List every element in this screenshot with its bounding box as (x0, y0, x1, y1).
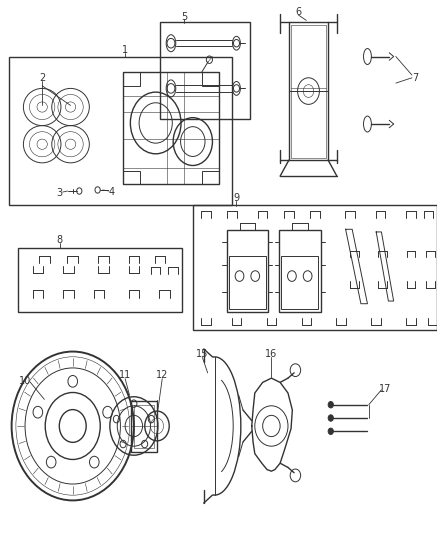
Circle shape (328, 428, 333, 434)
Bar (123, 171, 141, 184)
Bar (160, 22, 250, 119)
Bar (229, 256, 266, 309)
Text: 5: 5 (181, 12, 187, 22)
Text: 11: 11 (119, 370, 131, 381)
Bar (201, 72, 219, 86)
Bar (131, 401, 157, 451)
Text: 1: 1 (122, 45, 128, 54)
Bar (123, 72, 219, 184)
Text: 15: 15 (196, 349, 208, 359)
Text: 4: 4 (109, 187, 115, 197)
Bar (281, 256, 318, 309)
Bar (10, 56, 232, 205)
Text: 10: 10 (18, 376, 31, 386)
Text: 17: 17 (379, 384, 391, 394)
Bar (201, 171, 219, 184)
Text: 3: 3 (57, 188, 63, 198)
Text: 16: 16 (265, 349, 278, 359)
Text: 7: 7 (412, 73, 419, 83)
Circle shape (328, 415, 333, 421)
Text: 9: 9 (233, 193, 240, 204)
Text: 2: 2 (39, 73, 45, 83)
Bar (279, 230, 321, 312)
Bar (123, 72, 141, 86)
Text: 6: 6 (295, 7, 301, 18)
Bar (18, 248, 182, 312)
Bar (134, 405, 153, 448)
Bar (226, 230, 268, 312)
Circle shape (328, 401, 333, 408)
Text: 12: 12 (156, 370, 169, 381)
Bar (193, 205, 437, 330)
Text: 8: 8 (57, 235, 63, 245)
